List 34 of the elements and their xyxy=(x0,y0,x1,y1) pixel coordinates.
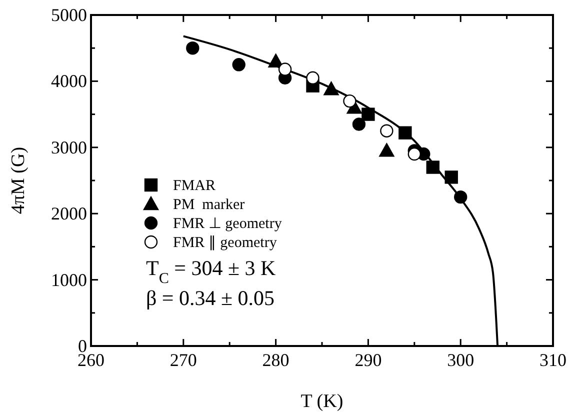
y-tick-label: 1000 xyxy=(51,270,87,290)
point xyxy=(352,118,366,131)
point xyxy=(324,82,339,96)
point xyxy=(278,62,292,76)
y-tick-label: 2000 xyxy=(51,204,87,224)
point xyxy=(426,160,440,174)
point xyxy=(362,108,375,121)
point xyxy=(306,71,320,84)
legend-label: FMR ⊥ geometry xyxy=(173,216,282,232)
legend-label: FMR ∥ geometry xyxy=(173,235,278,251)
y-tick-label: 4000 xyxy=(51,71,87,92)
point xyxy=(398,126,412,140)
point xyxy=(186,42,200,55)
point xyxy=(343,94,356,108)
y-tick-label: 3000 xyxy=(51,137,87,158)
point xyxy=(444,170,458,184)
point xyxy=(379,143,394,157)
x-tick-label: 290 xyxy=(354,350,382,370)
point xyxy=(454,190,468,204)
annotation: T$_{C}$ = 304 ± 3 K xyxy=(146,256,276,287)
point xyxy=(408,147,421,161)
point xyxy=(268,54,284,68)
y-axis-title: 4πM (G) xyxy=(8,146,29,214)
y-tick-label: 5000 xyxy=(51,5,87,25)
x-tick-label: 300 xyxy=(447,350,474,370)
x-tick-label: 270 xyxy=(170,350,197,370)
point xyxy=(380,124,394,138)
point xyxy=(232,58,246,72)
x-axis-title: T (K) xyxy=(300,391,344,412)
legend-label: FMAR xyxy=(173,178,216,194)
x-tick-label: 310 xyxy=(540,350,566,370)
legend-label: PM marker xyxy=(173,197,245,213)
x-tick-label: 280 xyxy=(262,350,290,370)
annotation: β = 0.34 ± 0.05 xyxy=(146,286,275,310)
